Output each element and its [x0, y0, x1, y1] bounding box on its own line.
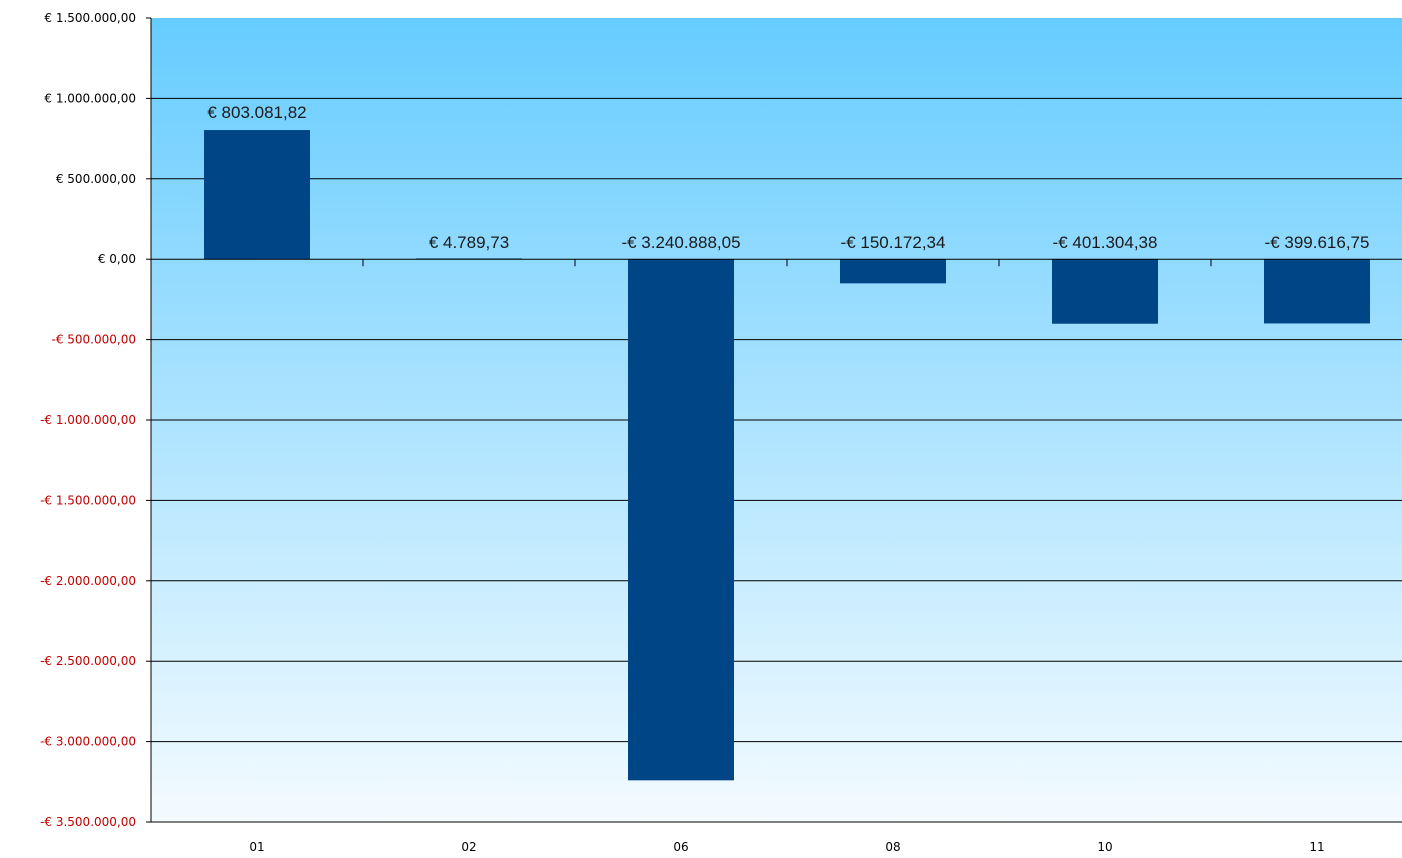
data-label: -€ 401.304,38 [1053, 233, 1158, 252]
x-tick-label: 11 [1309, 840, 1324, 854]
y-tick-label: -€ 2.000.000,00 [40, 574, 136, 588]
y-tick-label: € 1.500.000,00 [44, 11, 136, 25]
data-label: -€ 150.172,34 [841, 233, 946, 252]
data-label: -€ 399.616,75 [1265, 233, 1370, 252]
y-tick-label: -€ 1.000.000,00 [40, 413, 136, 427]
y-tick-label: -€ 3.000.000,00 [40, 735, 136, 749]
x-tick-label: 02 [461, 840, 476, 854]
data-label: -€ 3.240.888,05 [621, 233, 740, 252]
y-tick-label: -€ 500.000,00 [52, 333, 137, 347]
y-tick-label: -€ 1.500.000,00 [40, 493, 136, 507]
x-tick-label: 06 [673, 840, 688, 854]
bars [204, 130, 1370, 781]
y-tick-label: -€ 2.500.000,00 [40, 654, 136, 668]
axes [146, 17, 1402, 823]
bar-08 [840, 259, 946, 284]
y-tick-labels: € 1.500.000,00 € 1.000.000,00 € 500.000,00… [40, 11, 136, 829]
x-tick-label: 08 [885, 840, 900, 854]
x-tick-label: 01 [249, 840, 264, 854]
data-label: € 4.789,73 [429, 233, 509, 252]
data-label: € 803.081,82 [207, 103, 306, 122]
data-labels: € 803.081,82 € 4.789,73 -€ 3.240.888,05 -€ … [207, 103, 1369, 252]
x-tick-labels: 01 02 06 08 10 11 [249, 840, 1324, 854]
bar-10 [1052, 259, 1158, 324]
y-tick-label: € 1.000.000,00 [44, 91, 136, 105]
gridlines [151, 97, 1402, 743]
bar-01 [204, 130, 310, 260]
y-tick-label: € 0,00 [98, 252, 136, 266]
x-tick-label: 10 [1097, 840, 1112, 854]
bar-06 [628, 259, 734, 781]
y-tick-label: -€ 3.500.000,00 [40, 815, 136, 829]
bar-11 [1264, 259, 1370, 324]
y-tick-label: € 500.000,00 [56, 172, 136, 186]
